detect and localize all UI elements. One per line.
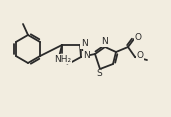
Text: O: O: [136, 51, 143, 60]
Text: N: N: [83, 51, 89, 60]
Text: O: O: [135, 33, 141, 42]
Text: N: N: [101, 38, 107, 46]
Text: N: N: [81, 40, 87, 49]
Text: S: S: [96, 69, 102, 79]
Text: NH₂: NH₂: [54, 55, 71, 64]
